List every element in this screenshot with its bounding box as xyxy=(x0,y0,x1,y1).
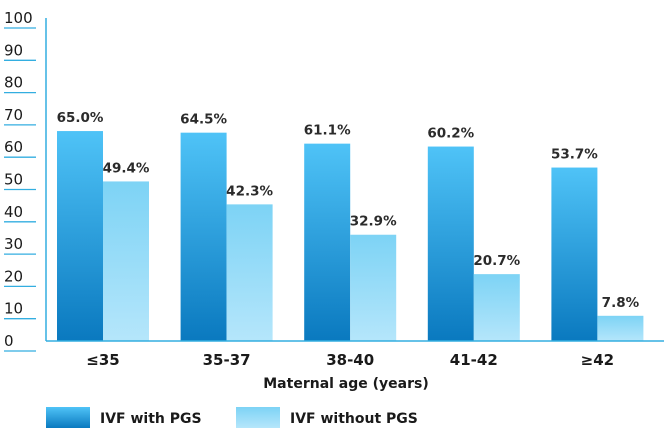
legend: IVF with PGS IVF without PGS xyxy=(46,407,418,428)
x-tick-label: ≥42 xyxy=(581,351,614,369)
data-label: 64.5% xyxy=(180,112,227,128)
data-label: 53.7% xyxy=(551,147,598,163)
y-tick-label: 80 xyxy=(4,74,23,92)
bar-with-pgs xyxy=(304,143,351,341)
bar-without-pgs xyxy=(226,204,273,341)
data-label: 20.7% xyxy=(473,253,520,269)
legend-swatch xyxy=(46,407,90,428)
y-tick-label: 20 xyxy=(4,267,23,285)
data-label: 7.8% xyxy=(602,295,640,311)
y-axis: 0 10 20 30 40 50 60 70 80 90 100 xyxy=(4,9,47,352)
y-tick-label: 30 xyxy=(4,235,23,253)
x-tick-label: 35-37 xyxy=(203,351,251,369)
y-tick-label: 90 xyxy=(4,41,23,59)
data-label: 60.2% xyxy=(427,126,474,142)
data-label: 61.1% xyxy=(304,123,351,139)
bar-with-pgs xyxy=(57,131,103,341)
x-tick-label: 41-42 xyxy=(450,351,498,369)
y-tick-label: 100 xyxy=(4,9,33,27)
x-tick-label: ≤35 xyxy=(86,351,119,369)
bar-without-pgs xyxy=(473,274,520,341)
y-tick-label: 10 xyxy=(4,300,23,318)
data-label: 49.4% xyxy=(103,160,150,176)
bar-without-pgs xyxy=(597,315,644,341)
x-axis: ≤35 35-37 38-40 41-42 ≥42 xyxy=(46,340,664,369)
bar-with-pgs xyxy=(427,146,474,341)
legend-label: IVF without PGS xyxy=(290,411,418,427)
y-tick-label: 40 xyxy=(4,203,23,221)
bar-with-pgs xyxy=(551,167,598,341)
data-label: 65.0% xyxy=(57,110,104,126)
y-tick-label: 70 xyxy=(4,106,23,124)
y-tick-label: 0 xyxy=(4,332,14,350)
data-label: 32.9% xyxy=(350,214,397,230)
data-label: 42.3% xyxy=(226,183,273,199)
y-tick-label: 60 xyxy=(4,138,23,156)
x-tick-label: 38-40 xyxy=(326,351,374,369)
bar-without-pgs xyxy=(350,234,397,341)
y-tick-label: 50 xyxy=(4,171,23,189)
bars: 65.0% 49.4% 64.5% 42.3% 61.1% 32.9% 60.2% 20.7%… xyxy=(57,110,644,341)
legend-label: IVF with PGS xyxy=(100,411,202,427)
legend-swatch xyxy=(236,407,280,428)
bar-with-pgs xyxy=(180,132,227,341)
x-axis-title: Maternal age (years) xyxy=(263,376,429,392)
bar-without-pgs xyxy=(103,181,149,341)
